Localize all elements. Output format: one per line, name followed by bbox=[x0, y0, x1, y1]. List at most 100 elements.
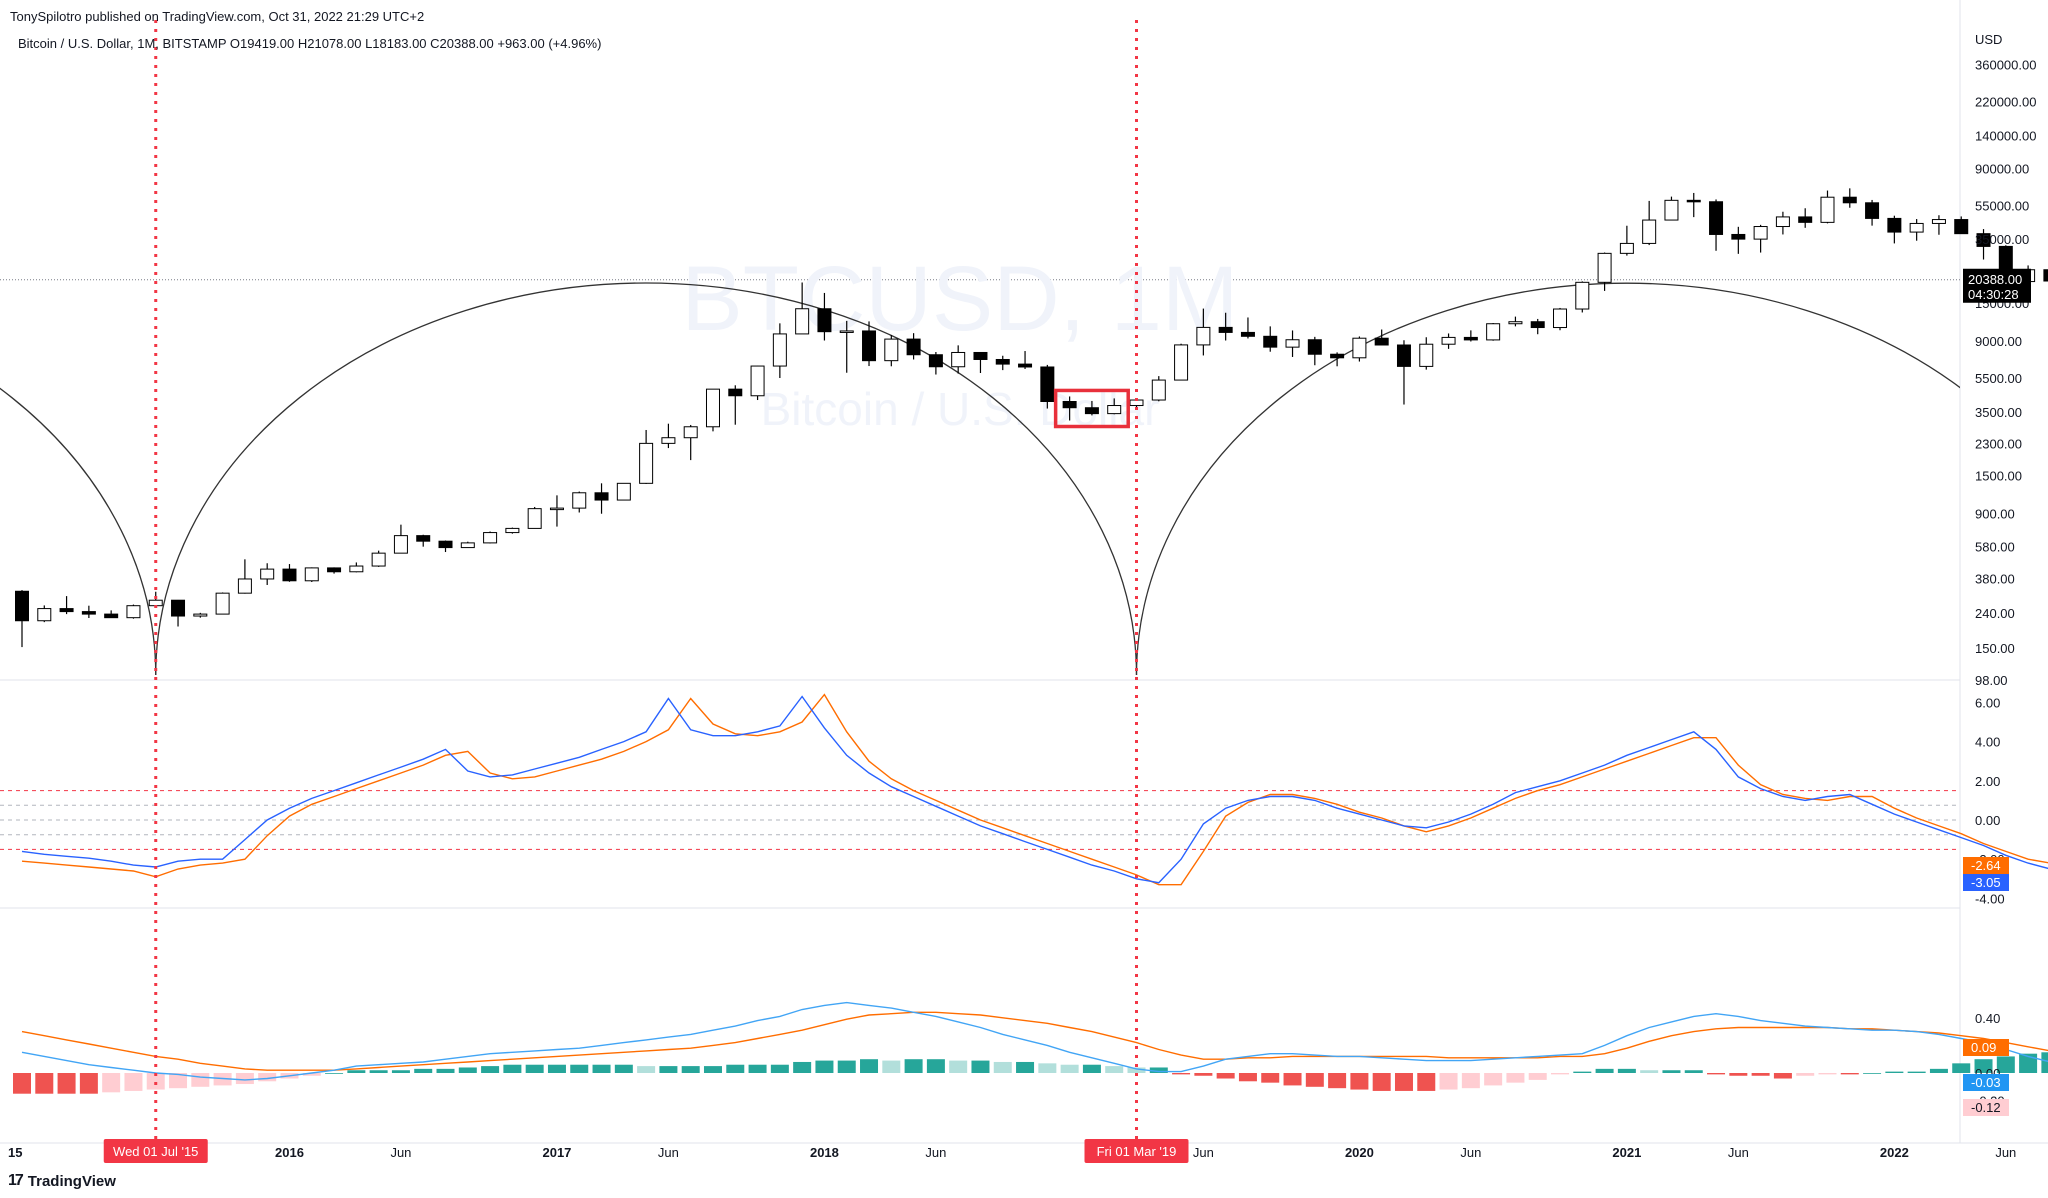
macd-histogram-bar bbox=[726, 1064, 745, 1073]
macd-histogram-bar bbox=[1060, 1064, 1079, 1073]
macd-histogram-bar bbox=[1484, 1073, 1503, 1086]
candle bbox=[549, 507, 564, 511]
candle bbox=[1865, 202, 1880, 219]
macd-histogram-bar bbox=[191, 1073, 210, 1087]
macd-histogram-bar bbox=[1662, 1070, 1681, 1073]
price-tick: 9000.00 bbox=[1975, 334, 2022, 349]
candle bbox=[616, 482, 631, 501]
time-label: Jun bbox=[925, 1145, 946, 1160]
price-tick: 90000.00 bbox=[1975, 161, 2029, 176]
macd-histogram-bar bbox=[1105, 1066, 1124, 1073]
price-tick: 900.00 bbox=[1975, 507, 2015, 522]
last-price-value: 20388.00 bbox=[1968, 272, 2022, 287]
macd-histogram-bar bbox=[13, 1073, 31, 1094]
macd-histogram-bar bbox=[815, 1060, 834, 1073]
macd-signal-line bbox=[21, 1011, 2048, 1071]
oscillator-value: -2.64 bbox=[1971, 858, 2001, 873]
candle bbox=[1686, 199, 1701, 203]
tradingview-footer[interactable]: 17 TradingView bbox=[8, 1172, 116, 1190]
macd-histogram-bar bbox=[637, 1066, 656, 1073]
price-tick: 98.00 bbox=[1975, 673, 2008, 688]
candle bbox=[750, 365, 765, 397]
oscillator-d-line bbox=[21, 693, 2048, 886]
candle bbox=[260, 568, 275, 580]
time-label: Jun bbox=[390, 1145, 411, 1160]
macd-histogram-bar bbox=[1238, 1073, 1257, 1082]
candle bbox=[661, 437, 676, 444]
macd-histogram-bar bbox=[1640, 1070, 1659, 1073]
candle bbox=[572, 492, 587, 509]
macd-value: -0.12 bbox=[1971, 1100, 2001, 1115]
candle bbox=[1240, 331, 1255, 337]
candle bbox=[104, 613, 119, 619]
time-label: 2021 bbox=[1612, 1145, 1641, 1160]
candle bbox=[1218, 326, 1233, 333]
oscillator-panel bbox=[0, 693, 2048, 886]
candle bbox=[1664, 199, 1679, 221]
candle bbox=[1330, 353, 1345, 359]
candle bbox=[1842, 196, 1857, 204]
macd-value: -0.03 bbox=[1971, 1075, 2001, 1090]
oscillator-tick: 4.00 bbox=[1975, 735, 2000, 750]
macd-histogram-bar bbox=[525, 1064, 544, 1073]
macd-histogram-bar bbox=[1394, 1073, 1413, 1091]
macd-histogram-bar bbox=[1885, 1071, 1904, 1073]
watermark-ticker: BTCUSD, 1M bbox=[681, 248, 1238, 350]
time-label-fragment: 15 bbox=[8, 1145, 22, 1160]
macd-histogram-bar bbox=[1194, 1073, 1213, 1076]
candle bbox=[951, 351, 966, 368]
oscillator-tick: 0.00 bbox=[1975, 813, 2000, 828]
macd-histogram-bar bbox=[547, 1064, 566, 1073]
macd-histogram-bar bbox=[1127, 1067, 1146, 1073]
candle bbox=[1553, 308, 1568, 329]
candle bbox=[1486, 323, 1501, 341]
macd-value-tag bbox=[1963, 1074, 2009, 1091]
cycle-arc bbox=[1135, 282, 1960, 676]
macd-histogram-bar bbox=[503, 1064, 522, 1073]
candle bbox=[995, 358, 1010, 365]
macd-histogram-bar bbox=[2041, 1052, 2048, 1073]
candle bbox=[728, 388, 743, 397]
time-label: Jun bbox=[1460, 1145, 1481, 1160]
macd-histogram-bar bbox=[1863, 1073, 1882, 1074]
candle bbox=[59, 608, 74, 613]
candle bbox=[1642, 219, 1657, 244]
macd-histogram-bar bbox=[1996, 1056, 2015, 1073]
macd-histogram-bar bbox=[1082, 1064, 1101, 1073]
macd-histogram-bar bbox=[1016, 1061, 1035, 1073]
price-tick: 150.00 bbox=[1975, 641, 2015, 656]
macd-histogram-bar bbox=[414, 1068, 433, 1073]
candle bbox=[1441, 336, 1456, 345]
candle bbox=[1575, 281, 1590, 310]
macd-histogram-bar bbox=[1617, 1068, 1636, 1073]
time-label: Jun bbox=[658, 1145, 679, 1160]
macd-histogram-bar bbox=[57, 1073, 76, 1094]
last-price-tag bbox=[1963, 268, 2031, 303]
price-tick: 55000.00 bbox=[1975, 198, 2029, 213]
macd-histogram-bar bbox=[614, 1064, 633, 1073]
candle bbox=[1196, 326, 1211, 346]
candle bbox=[839, 330, 854, 333]
time-label: Jun bbox=[1728, 1145, 1749, 1160]
macd-histogram-bar bbox=[1328, 1073, 1347, 1089]
time-label: 2020 bbox=[1345, 1145, 1374, 1160]
candle bbox=[1151, 379, 1166, 401]
cycle-arc bbox=[155, 282, 1138, 676]
macd-histogram-bar bbox=[1149, 1067, 1168, 1073]
macd-histogram-bar bbox=[302, 1073, 321, 1076]
candle bbox=[1731, 233, 1746, 240]
macd-histogram-bar bbox=[1929, 1068, 1948, 1073]
macd-line bbox=[21, 1001, 2048, 1081]
candle bbox=[639, 442, 654, 484]
macd-histogram-bar bbox=[369, 1070, 388, 1073]
price-tick: 35000.00 bbox=[1975, 232, 2029, 247]
candle bbox=[705, 388, 720, 428]
macd-histogram-bar bbox=[748, 1064, 767, 1073]
candle bbox=[193, 613, 208, 617]
candle bbox=[906, 338, 921, 356]
macd-histogram-bar bbox=[1595, 1068, 1614, 1073]
candle bbox=[1107, 405, 1122, 415]
symbol-legend[interactable]: Bitcoin / U.S. Dollar, 1M, BITSTAMP O194… bbox=[18, 36, 602, 51]
